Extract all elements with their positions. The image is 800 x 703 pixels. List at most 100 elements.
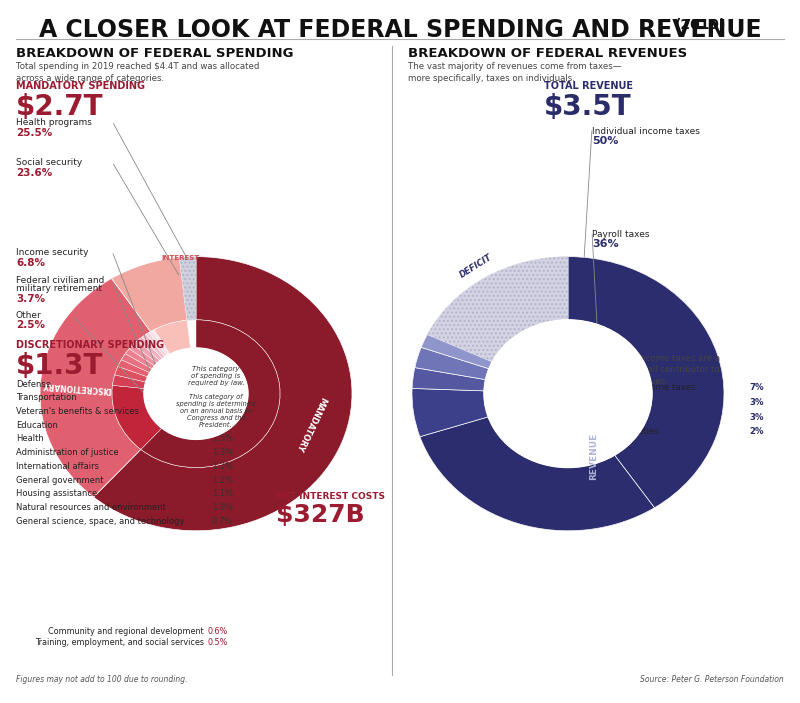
Wedge shape — [150, 331, 169, 356]
Text: Total spending in 2019 reached $4.4T and was allocated
across a wide range of ca: Total spending in 2019 reached $4.4T and… — [16, 62, 259, 83]
Text: $1.3T: $1.3T — [16, 352, 103, 380]
Text: Customs duties: Customs duties — [592, 427, 659, 437]
Text: Corporate income taxes: Corporate income taxes — [592, 383, 695, 392]
Text: Other: Other — [16, 311, 42, 320]
Text: Health programs: Health programs — [16, 118, 92, 127]
Text: 7%: 7% — [750, 383, 764, 392]
Wedge shape — [130, 344, 158, 366]
Wedge shape — [138, 337, 162, 361]
Circle shape — [484, 320, 652, 467]
Text: BREAKDOWN OF FEDERAL REVENUES: BREAKDOWN OF FEDERAL REVENUES — [408, 47, 687, 60]
Wedge shape — [113, 375, 146, 389]
Text: INTEREST: INTEREST — [162, 254, 200, 261]
Wedge shape — [111, 257, 187, 332]
Text: (2019): (2019) — [674, 18, 726, 32]
Text: Transportation: Transportation — [16, 394, 77, 402]
Text: 36%: 36% — [592, 239, 618, 249]
Wedge shape — [412, 368, 486, 391]
Wedge shape — [118, 360, 150, 377]
Text: REVENUE: REVENUE — [589, 432, 598, 479]
Text: 1.2%: 1.2% — [212, 462, 233, 471]
Text: 1.5%: 1.5% — [212, 434, 233, 444]
Text: Social security: Social security — [16, 158, 82, 167]
Text: Health: Health — [16, 434, 44, 444]
Text: Other: Other — [592, 398, 617, 407]
Text: 15.4%: 15.4% — [212, 380, 242, 389]
Text: Administration of justice: Administration of justice — [16, 449, 118, 457]
Text: This category
of spending is
required by law.: This category of spending is required by… — [188, 366, 244, 386]
Text: Defense: Defense — [16, 380, 51, 389]
Text: 2.5%: 2.5% — [16, 320, 45, 330]
Wedge shape — [427, 257, 568, 362]
Text: 3%: 3% — [750, 398, 764, 407]
Wedge shape — [141, 320, 280, 467]
Text: $327B: $327B — [276, 503, 365, 527]
Text: TOTAL REVENUE: TOTAL REVENUE — [544, 81, 633, 91]
Wedge shape — [179, 257, 196, 321]
Text: Training, employment, and social services: Training, employment, and social service… — [35, 638, 204, 647]
Text: 50%: 50% — [592, 136, 618, 146]
Text: Payroll taxes: Payroll taxes — [592, 230, 650, 239]
Text: 1.1%: 1.1% — [212, 489, 233, 498]
Text: 2%: 2% — [750, 427, 764, 437]
Text: Source: Peter G. Peterson Foundation: Source: Peter G. Peterson Foundation — [640, 675, 784, 684]
Wedge shape — [40, 278, 150, 497]
Text: $2.7T: $2.7T — [16, 93, 103, 121]
Text: Natural resources and environment: Natural resources and environment — [16, 503, 166, 512]
Text: International affairs: International affairs — [16, 462, 99, 471]
Wedge shape — [152, 330, 170, 355]
Wedge shape — [421, 335, 492, 369]
Wedge shape — [420, 417, 654, 531]
Text: military retirement: military retirement — [16, 284, 102, 293]
Text: Housing assistance: Housing assistance — [16, 489, 98, 498]
Text: 6.8%: 6.8% — [16, 258, 45, 268]
Text: Income security: Income security — [16, 248, 89, 257]
Wedge shape — [134, 340, 160, 363]
Text: 1.3%: 1.3% — [212, 449, 234, 457]
Text: 3.7%: 3.7% — [16, 294, 45, 304]
Wedge shape — [412, 389, 488, 437]
Text: The vast majority of revenues come from taxes—
more specifically, taxes on indiv: The vast majority of revenues come from … — [408, 62, 622, 83]
Wedge shape — [412, 389, 488, 437]
Text: General government: General government — [16, 476, 103, 484]
Text: 3%: 3% — [750, 413, 764, 422]
Text: 25.5%: 25.5% — [16, 128, 52, 138]
Wedge shape — [568, 257, 724, 508]
Text: MANDATORY SPENDING: MANDATORY SPENDING — [16, 81, 145, 91]
Wedge shape — [94, 257, 352, 531]
Text: A CLOSER LOOK AT FEDERAL SPENDING AND REVENUE: A CLOSER LOOK AT FEDERAL SPENDING AND RE… — [38, 18, 762, 41]
Wedge shape — [146, 333, 167, 357]
Text: Federal civilian and: Federal civilian and — [16, 276, 104, 285]
Text: Figures may not add to 100 due to rounding.: Figures may not add to 100 due to roundi… — [16, 675, 187, 684]
Text: 0.7%: 0.7% — [212, 517, 234, 526]
Wedge shape — [415, 347, 489, 380]
Wedge shape — [412, 368, 486, 391]
Text: 1.9%: 1.9% — [212, 407, 233, 416]
Text: Veteran's benefits & services: Veteran's benefits & services — [16, 407, 139, 416]
Wedge shape — [114, 366, 148, 382]
Text: MANDATORY: MANDATORY — [294, 395, 327, 453]
Text: Individual income taxes: Individual income taxes — [592, 127, 700, 136]
Text: 1.6%: 1.6% — [212, 420, 234, 430]
Wedge shape — [122, 354, 152, 373]
Wedge shape — [126, 349, 154, 369]
Text: DEFICIT: DEFICIT — [458, 252, 494, 279]
Text: Education: Education — [16, 420, 58, 430]
Text: 0.5%: 0.5% — [208, 638, 228, 647]
Text: 0.6%: 0.6% — [208, 627, 228, 636]
Text: 2.3%: 2.3% — [212, 394, 234, 402]
Text: DISCRETIONARY SPENDING: DISCRETIONARY SPENDING — [16, 340, 164, 350]
Text: This category of
spending is determined
on an annual basis by
Congress and the
P: This category of spending is determined … — [176, 394, 256, 428]
Text: Corporate income taxes are a
relatively small contributor to
federal revenues.: Corporate income taxes are a relatively … — [592, 354, 720, 386]
Text: Community and regional development: Community and regional development — [48, 627, 204, 636]
Wedge shape — [112, 385, 162, 449]
Text: NET INTEREST COSTS: NET INTEREST COSTS — [276, 492, 385, 501]
Text: 1.2%: 1.2% — [212, 476, 233, 484]
Text: $3.5T: $3.5T — [544, 93, 632, 121]
Text: 23.6%: 23.6% — [16, 168, 52, 178]
Wedge shape — [150, 321, 190, 355]
Text: BREAKDOWN OF FEDERAL SPENDING: BREAKDOWN OF FEDERAL SPENDING — [16, 47, 294, 60]
Text: DISCRETIONARY: DISCRETIONARY — [42, 380, 111, 394]
Wedge shape — [568, 257, 724, 508]
Wedge shape — [420, 417, 654, 531]
